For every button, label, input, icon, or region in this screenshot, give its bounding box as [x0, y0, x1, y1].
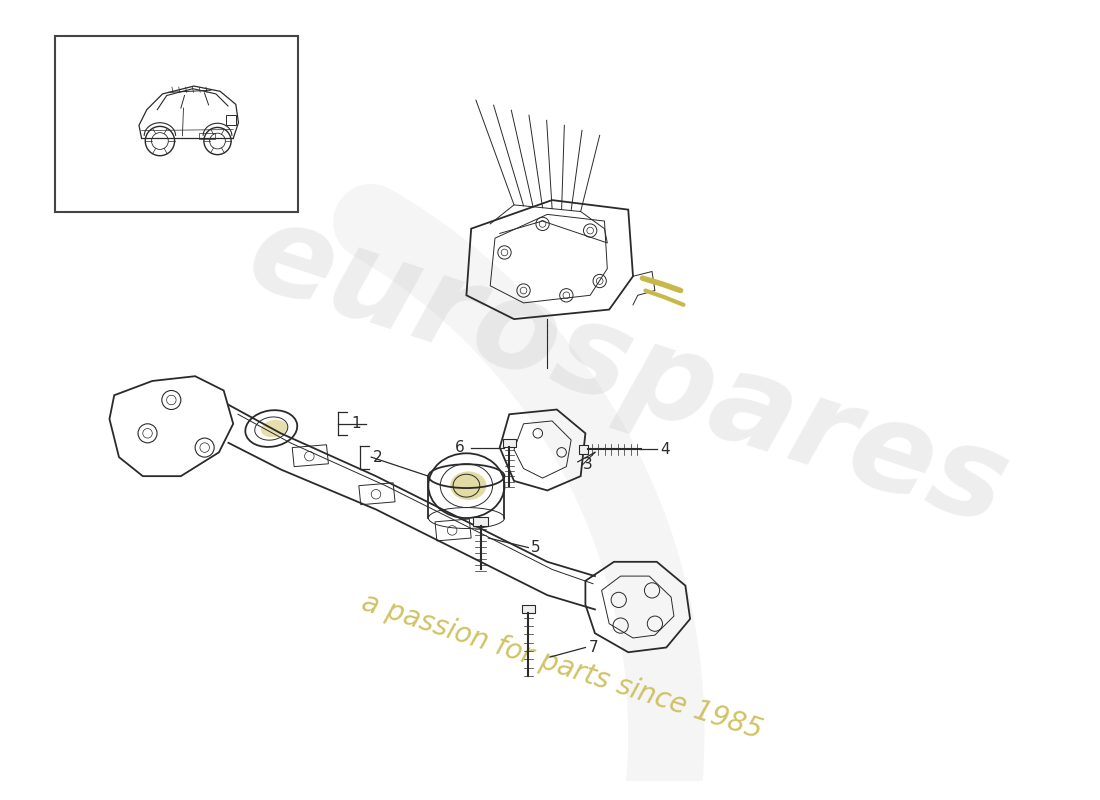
Text: 3: 3 — [583, 458, 592, 472]
Text: 4: 4 — [661, 442, 670, 457]
Ellipse shape — [261, 420, 287, 438]
Bar — [227, 115, 235, 126]
Bar — [473, 518, 488, 526]
Text: 6: 6 — [454, 440, 464, 455]
Text: 2: 2 — [373, 450, 383, 465]
Text: eurospares: eurospares — [234, 192, 1023, 551]
Text: 5: 5 — [531, 540, 541, 555]
Bar — [579, 445, 588, 454]
Text: a passion for parts since 1985: a passion for parts since 1985 — [358, 588, 766, 745]
Bar — [521, 606, 535, 614]
Bar — [503, 439, 516, 447]
Bar — [199, 133, 214, 139]
Bar — [55, 36, 298, 213]
Text: 7: 7 — [588, 640, 598, 655]
Text: 1: 1 — [351, 416, 361, 431]
Ellipse shape — [450, 471, 486, 500]
